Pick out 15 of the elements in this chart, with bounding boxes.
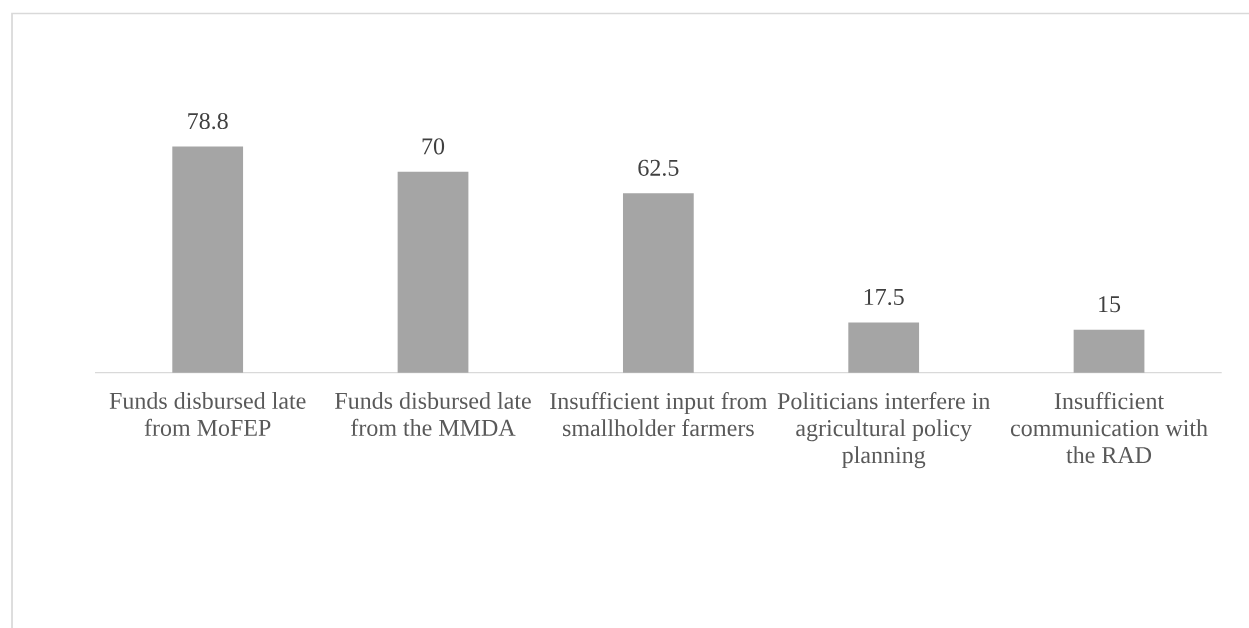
data-label: 17.5	[864, 288, 904, 306]
data-label: 78.8	[188, 112, 228, 130]
x-tick-label: Funds disbursed late from the MMDA	[335, 392, 531, 436]
x-tick-label: Politicians interfere in agricultural policy planning	[777, 392, 991, 469]
x-tick-label: Insufficient input from smallholder farmers	[550, 392, 768, 437]
bar	[622, 193, 694, 373]
bar	[172, 146, 244, 373]
data-label: 15	[1099, 296, 1121, 313]
bar	[848, 322, 920, 373]
data-label: 62.5	[638, 159, 679, 176]
bar	[1073, 329, 1145, 373]
bar	[397, 171, 469, 373]
x-tick-label: Funds disbursed late from MoFEP	[109, 392, 306, 436]
data-label: 70	[422, 138, 445, 155]
x-tick-label: Insufficient communication with the RAD	[1010, 392, 1208, 464]
